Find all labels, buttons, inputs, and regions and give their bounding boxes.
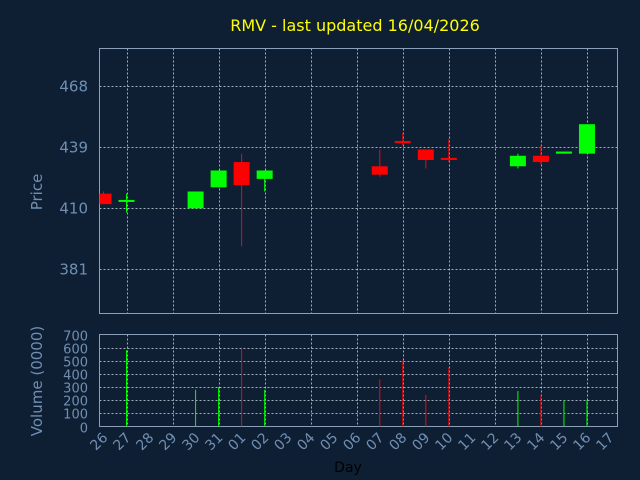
day-axis: 26 27 28 29 30 31 01 02 03 04 05 06 07 08 09 10 11 12 13 14… — [87, 430, 617, 454]
volume-tick-label: 300 — [63, 382, 88, 397]
candle-body — [187, 191, 204, 209]
price-tick-label: 381 — [59, 261, 88, 279]
volume-tick-label: 400 — [63, 369, 88, 384]
volume-tick-label: 500 — [63, 356, 88, 371]
volume-tick-label: 0 — [80, 422, 88, 437]
volume-bars — [126, 347, 588, 427]
price-grid — [99, 48, 618, 314]
price-panel-frame — [99, 48, 618, 314]
volume-tick-label: 100 — [63, 408, 88, 423]
day-axis-label: Day — [334, 460, 362, 476]
price-tick-label: 468 — [59, 78, 88, 96]
volume-axis-label: Volume (0000) — [28, 326, 46, 436]
volume-panel-frame — [99, 334, 618, 427]
candle-body — [99, 193, 112, 205]
candle-body — [233, 162, 250, 186]
candle-body — [440, 157, 457, 160]
candle-body — [394, 141, 411, 144]
price-tick-label: 439 — [59, 139, 88, 157]
volume-tick-label: 600 — [63, 343, 88, 358]
volume-tick-label: 700 — [63, 330, 88, 345]
volume-tick-label: 200 — [63, 395, 88, 410]
candle-body — [417, 149, 434, 160]
candle-body — [509, 155, 526, 167]
candle-body — [532, 155, 549, 163]
candle-body — [578, 124, 595, 154]
price-tick-label: 410 — [59, 200, 88, 218]
price-axis: 381 410 439 468 — [59, 78, 88, 279]
candlesticks — [99, 124, 595, 247]
candle-body — [371, 166, 388, 175]
price-axis-label: Price — [28, 174, 46, 211]
candle-body — [555, 151, 572, 154]
candle-body — [256, 170, 273, 179]
candle-body — [118, 199, 135, 202]
chart-title: RMV - last updated 16/04/2026 — [230, 16, 480, 35]
candle-body — [210, 170, 227, 188]
volume-grid — [99, 334, 618, 427]
